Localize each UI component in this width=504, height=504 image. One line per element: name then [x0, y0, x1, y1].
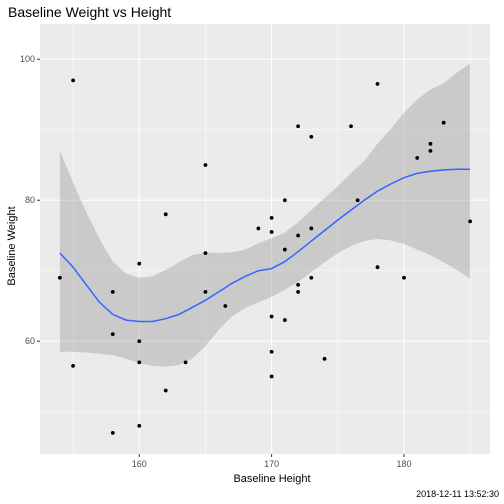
data-point [256, 226, 261, 231]
data-point [223, 304, 228, 308]
data-point [428, 148, 433, 153]
data-point [57, 275, 62, 280]
data-point [296, 289, 300, 294]
x-tick-label: 160 [132, 459, 147, 469]
data-point [309, 275, 314, 280]
data-point [269, 215, 274, 220]
data-point [137, 339, 142, 344]
data-point [349, 124, 353, 129]
data-point [137, 423, 142, 428]
data-point [110, 430, 115, 435]
data-point [137, 261, 142, 266]
y-tick-label: 80 [25, 195, 35, 205]
x-tick-label: 170 [264, 459, 279, 469]
timestamp-caption: 2018-12-11 13:52:30 [416, 489, 499, 499]
x-axis-ticks: 160 170 180 [132, 454, 411, 469]
y-tick-label: 60 [25, 336, 35, 346]
data-point [402, 275, 406, 280]
y-axis-ticks: 60 80 100 [20, 54, 40, 346]
major-gridlines [40, 24, 490, 454]
y-axis-label: Baseline Weight [6, 206, 18, 285]
data-point [203, 163, 208, 167]
data-point [183, 360, 188, 365]
data-point [296, 124, 300, 129]
data-point [309, 134, 314, 139]
data-point [282, 198, 287, 203]
x-tick-label: 180 [396, 459, 411, 469]
data-point [110, 289, 115, 294]
data-point [468, 219, 473, 224]
data-point [269, 230, 274, 234]
data-point [137, 360, 142, 365]
minor-gridlines [40, 24, 490, 454]
data-point [71, 78, 75, 83]
data-point [441, 120, 446, 125]
data-point [269, 314, 274, 319]
y-tick-label: 100 [20, 54, 35, 64]
x-axis-label: Baseline Height [233, 473, 310, 485]
data-point [282, 318, 287, 322]
data-point [296, 282, 300, 287]
data-point [110, 332, 115, 337]
data-point [415, 156, 420, 160]
plot-panel [40, 24, 490, 454]
data-point [203, 251, 208, 255]
confidence-band [59, 63, 471, 367]
loess-smooth-line [59, 168, 471, 323]
data-point [71, 363, 75, 368]
data-point [163, 212, 168, 217]
data-point [375, 82, 380, 86]
data-point [322, 356, 327, 361]
data-points [57, 78, 473, 435]
data-point [428, 141, 433, 146]
data-point [163, 388, 168, 393]
data-point [375, 265, 380, 270]
data-point [309, 226, 314, 231]
data-point [296, 233, 300, 238]
data-point [355, 198, 360, 203]
chart-title: Baseline Weight vs Height [8, 4, 171, 20]
data-point [282, 247, 287, 252]
data-point [269, 349, 274, 354]
data-point [203, 289, 208, 294]
data-point [269, 374, 274, 379]
